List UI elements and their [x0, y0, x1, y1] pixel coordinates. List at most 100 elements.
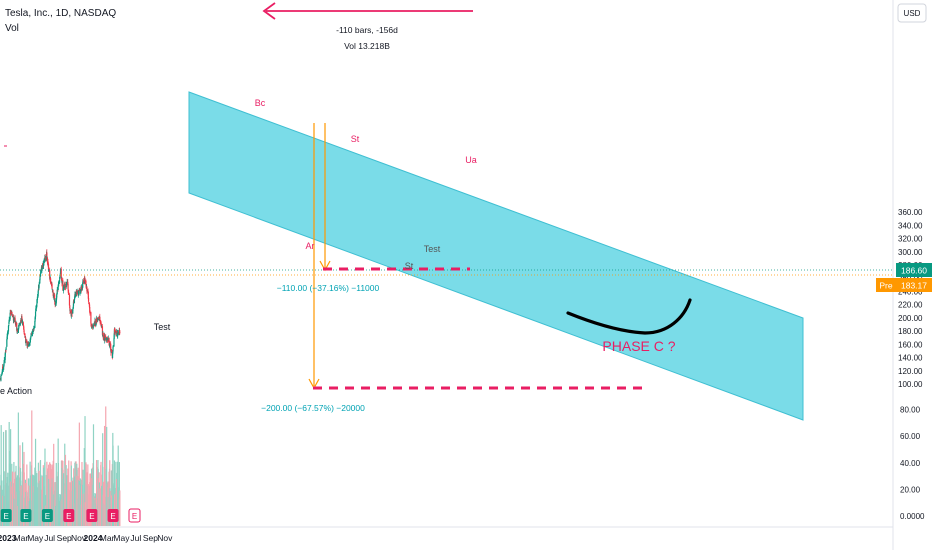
- candlesticks: [0, 249, 121, 382]
- candle-body: [46, 252, 48, 259]
- price-tick: 120.00: [898, 367, 923, 376]
- earnings-marker[interactable]: E: [86, 509, 98, 522]
- volume-bar: [56, 476, 58, 526]
- label-test-low: Test: [154, 322, 171, 332]
- candle-body: [28, 344, 30, 346]
- candle-body: [6, 333, 8, 340]
- volume-bar: [102, 481, 104, 526]
- candle-body: [5, 347, 7, 350]
- candle-body: [74, 291, 76, 298]
- phase-c-curve[interactable]: [566, 298, 692, 335]
- volume-bar: [109, 488, 111, 526]
- volume-bar: [63, 483, 65, 526]
- currency-button[interactable]: USD: [897, 3, 927, 23]
- measure-volume-label: Vol 13.218B: [344, 41, 390, 51]
- earnings-marker[interactable]: E: [107, 509, 119, 522]
- candle-body: [40, 269, 42, 275]
- volume-bar: [66, 489, 68, 526]
- volume-bar: [5, 430, 7, 526]
- earnings-marker[interactable]: E: [128, 508, 141, 523]
- volume-bar: [103, 425, 106, 526]
- candle-body: [10, 312, 12, 315]
- candle-body: [23, 326, 25, 330]
- candle-body: [94, 320, 96, 326]
- candle-body: [56, 289, 58, 294]
- candle-body: [89, 307, 91, 313]
- candle-body: [86, 286, 88, 292]
- time-tick: Mar: [100, 533, 115, 543]
- candle-body: [101, 326, 103, 328]
- candle-body: [119, 332, 121, 334]
- candle-body: [97, 317, 100, 319]
- earnings-icon: E: [132, 512, 137, 521]
- candle-body: [14, 321, 16, 323]
- time-tick: May: [27, 533, 44, 543]
- time-tick: Sep: [143, 533, 158, 543]
- candle-body: [64, 286, 67, 288]
- candle-body: [66, 281, 68, 284]
- volume-bar: [2, 431, 5, 526]
- volume-bar: [16, 475, 19, 526]
- label-ar: Ar: [306, 241, 315, 251]
- time-axis[interactable]: 2023MarMayJulSepNov2024MarMayJulSepNov: [0, 533, 173, 543]
- candle-body: [22, 321, 24, 324]
- earnings-marker[interactable]: E: [0, 509, 12, 522]
- volume-bar: [81, 461, 83, 526]
- volume-bar: [97, 478, 100, 526]
- volume-bar: [117, 445, 119, 526]
- candle-body: [78, 290, 80, 296]
- candle-body: [18, 327, 20, 330]
- candle-body: [71, 311, 73, 314]
- volume-bar: [119, 490, 121, 526]
- candle-body: [83, 281, 85, 284]
- volume-bar: [73, 468, 75, 526]
- candle-body: [34, 320, 36, 328]
- candle-body: [34, 311, 37, 317]
- earnings-marker[interactable]: E: [63, 509, 75, 522]
- candle-body: [59, 273, 61, 276]
- volume-bar: [92, 424, 95, 526]
- volume-bar: [25, 491, 27, 526]
- candle-body: [37, 291, 39, 297]
- candle-body: [112, 346, 114, 352]
- volume-bar: [79, 478, 81, 526]
- volume-bar: [71, 480, 73, 526]
- volume-bar: [91, 478, 93, 526]
- candle-body: [31, 330, 34, 335]
- volume-bar: [15, 465, 17, 526]
- volume-bar: [116, 461, 119, 526]
- earnings-icon: E: [23, 512, 28, 521]
- candle-body: [35, 308, 37, 312]
- earnings-marker[interactable]: E: [20, 509, 32, 522]
- earnings-icon: E: [66, 512, 71, 521]
- candle-body: [106, 337, 108, 340]
- volume-indicator-label: Vol: [5, 23, 19, 34]
- volume-bar: [95, 460, 98, 526]
- descending-channel[interactable]: [188, 91, 804, 421]
- candle-body: [50, 278, 52, 284]
- candle-body: [3, 360, 6, 362]
- price-tick: 100.00: [898, 380, 923, 389]
- volume-bar: [61, 468, 63, 526]
- candle-body: [54, 300, 56, 302]
- candle-body: [51, 284, 53, 289]
- candle-body: [1, 367, 4, 372]
- volume-bar: [36, 487, 39, 526]
- candle-body: [30, 335, 32, 338]
- candle-body: [113, 338, 115, 347]
- volume-bar: [84, 416, 86, 526]
- candle-body: [84, 280, 86, 282]
- candle-body: [49, 279, 51, 281]
- label-price-action: e Action: [0, 386, 32, 396]
- earnings-marker[interactable]: E: [41, 509, 53, 522]
- candle-body: [67, 289, 69, 293]
- volume-bar: [23, 472, 25, 526]
- volume-bar: [78, 422, 80, 526]
- candle-body: [73, 302, 75, 304]
- volume-bar: [31, 474, 34, 526]
- volume-bar: [89, 491, 91, 526]
- candle-body: [36, 296, 39, 300]
- earnings-icon: E: [45, 512, 50, 521]
- candle-body: [24, 336, 26, 338]
